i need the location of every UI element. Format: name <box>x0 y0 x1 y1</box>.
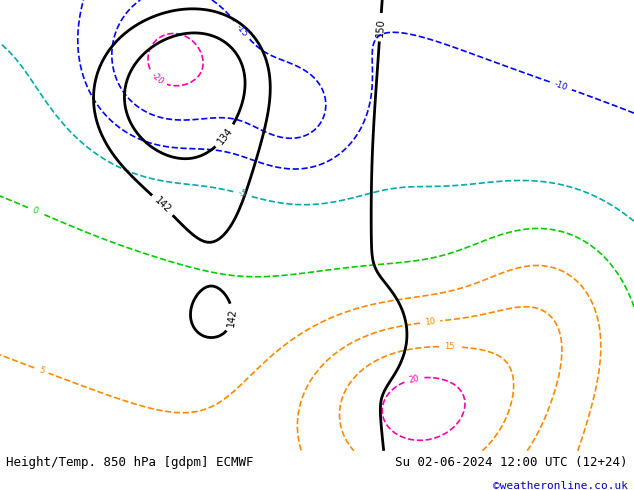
Text: 142: 142 <box>226 308 238 327</box>
Text: -5: -5 <box>237 189 247 199</box>
Text: Height/Temp. 850 hPa [gdpm] ECMWF: Height/Temp. 850 hPa [gdpm] ECMWF <box>6 456 254 469</box>
Text: 10: 10 <box>424 317 436 327</box>
Text: ©weatheronline.co.uk: ©weatheronline.co.uk <box>493 481 628 490</box>
Text: 134: 134 <box>216 126 235 147</box>
Text: Su 02-06-2024 12:00 UTC (12+24): Su 02-06-2024 12:00 UTC (12+24) <box>395 456 628 469</box>
Text: 150: 150 <box>375 18 386 37</box>
Text: -15: -15 <box>234 22 250 38</box>
Text: -10: -10 <box>553 79 569 92</box>
Text: 142: 142 <box>152 195 172 215</box>
Text: 20: 20 <box>408 373 420 385</box>
Text: 5: 5 <box>37 366 46 376</box>
Text: 15: 15 <box>444 342 455 351</box>
Text: -20: -20 <box>149 71 165 87</box>
Text: 0: 0 <box>31 205 39 216</box>
